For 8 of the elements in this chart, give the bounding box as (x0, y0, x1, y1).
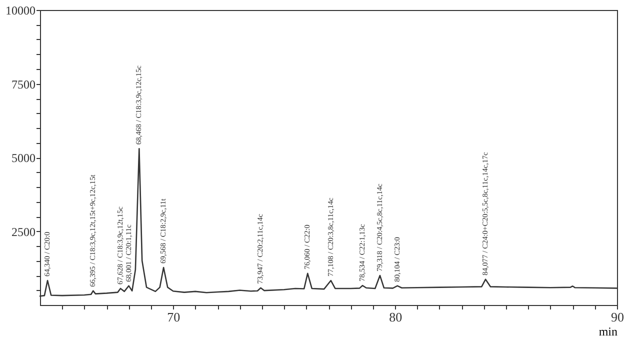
x-axis-title: min (598, 324, 618, 338)
y-tick-label: 5000 (12, 151, 36, 165)
x-tick-label: 90 (611, 310, 624, 324)
y-tick-label: 10000 (6, 4, 36, 18)
x-tick-label: 80 (389, 310, 402, 324)
y-tick-label: 2500 (12, 224, 36, 239)
y-tick-label: 7500 (12, 77, 36, 92)
x-tick-label: 70 (167, 310, 180, 324)
